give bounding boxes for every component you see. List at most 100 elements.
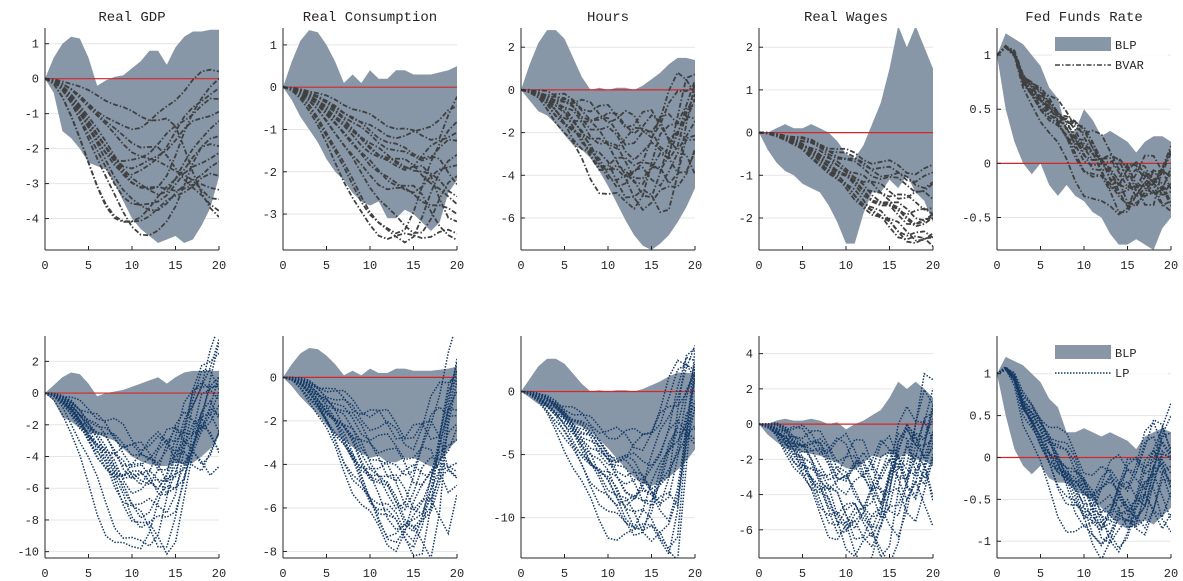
bvar-line: [283, 86, 457, 141]
x-tick-label: 5: [561, 567, 568, 581]
lp-line: [283, 376, 457, 478]
y-tick-label: -3: [25, 178, 39, 192]
lp-line: [521, 390, 695, 491]
y-tick-label: 0: [508, 386, 515, 400]
lp-line: [997, 368, 1171, 509]
x-tick-label: 15: [168, 567, 182, 581]
lp-line: [283, 374, 457, 451]
x-tick-label: 20: [450, 259, 464, 273]
lp-line: [45, 392, 219, 550]
lp-line: [45, 339, 219, 491]
x-tick-label: 10: [363, 567, 377, 581]
legend: BLP LP: [1052, 342, 1168, 384]
y-tick-label: 0: [746, 127, 753, 141]
y-tick-label: -2: [501, 127, 515, 141]
y-tick-label: 1: [270, 39, 277, 53]
lp-line: [759, 411, 933, 480]
y-tick-label: -6: [263, 502, 277, 516]
bvar-line: [283, 86, 457, 235]
bvar-line: [997, 45, 1171, 214]
lp-line: [521, 372, 695, 530]
legend-label: LP: [1115, 367, 1129, 381]
y-tick-label: -1: [977, 535, 991, 549]
y-tick-label: 0: [984, 451, 991, 465]
lp-line: [759, 422, 933, 494]
x-tick-label: 0: [41, 567, 48, 581]
bvar-line: [45, 77, 219, 237]
bvar-line: [997, 44, 1171, 206]
panel-bottom-4: 420-2-4-60 5 10 15 20: [739, 336, 940, 581]
bvar-line: [521, 89, 695, 162]
lp-line: [759, 404, 933, 529]
bvar-line: [759, 131, 933, 194]
y-tick-label: -0.5: [962, 493, 991, 507]
legend-swatch-band: [1055, 345, 1111, 359]
y-tick-label: 0: [746, 418, 753, 432]
x-tick-label: 10: [601, 259, 615, 273]
x-tick-label: 0: [755, 567, 762, 581]
bvar-line: [283, 86, 457, 194]
bvar-line: [283, 86, 457, 234]
x-tick-label: 5: [85, 567, 92, 581]
bvar-line: [521, 89, 695, 169]
lp-line: [283, 376, 457, 494]
bvar-line: [521, 84, 695, 139]
bvar-line: [759, 131, 933, 222]
y-tick-label: -2: [263, 166, 277, 180]
x-tick-label: 0: [993, 259, 1000, 273]
lp-line: [521, 345, 695, 502]
lp-line: [45, 369, 219, 486]
lp-line: [521, 359, 695, 440]
lp-line: [45, 342, 219, 548]
bvar-line: [283, 86, 457, 240]
panel-bottom-1: 20-2-4-6-8-100 5 10 15 20: [17, 336, 226, 581]
y-tick-label: -1: [263, 123, 277, 137]
x-tick-label: 5: [799, 259, 806, 273]
x-tick-label: 10: [125, 567, 139, 581]
y-tick-label: -2: [25, 143, 39, 157]
x-tick-label: 15: [168, 259, 182, 273]
y-tick-label: 0: [32, 387, 39, 401]
legend-label: BLP: [1115, 39, 1137, 53]
confidence-band: [997, 356, 1171, 529]
bvar-line: [283, 86, 457, 198]
legend-swatch-band: [1055, 37, 1111, 51]
legend-label: BLP: [1115, 347, 1137, 361]
bvar-line: [521, 89, 695, 141]
bvar-line: [45, 77, 219, 163]
y-tick-label: 1: [32, 38, 39, 52]
y-tick-label: 2: [508, 41, 515, 55]
x-tick-label: 10: [839, 259, 853, 273]
x-tick-label: 15: [406, 259, 420, 273]
lp-line: [283, 358, 457, 530]
lp-line: [759, 387, 933, 509]
panel-title: Real Wages: [804, 10, 888, 26]
bvar-line: [283, 86, 457, 205]
y-tick-label: -10: [493, 512, 515, 526]
y-tick-label: 0: [984, 157, 991, 171]
x-tick-label: 20: [688, 259, 702, 273]
y-tick-label: -2: [739, 212, 753, 226]
confidence-band: [759, 381, 933, 470]
bvar-line: [45, 77, 219, 218]
y-tick-label: -4: [263, 458, 277, 472]
bvar-line: [997, 45, 1171, 208]
lp-line: [283, 368, 457, 558]
x-tick-label: 5: [561, 259, 568, 273]
panel-title: Real Consumption: [303, 10, 437, 26]
lp-line: [997, 366, 1171, 529]
x-tick-label: 20: [212, 259, 226, 273]
y-tick-label: -4: [501, 169, 515, 183]
lp-line: [521, 356, 695, 508]
confidence-band: [45, 370, 219, 466]
y-tick-label: 0: [508, 84, 515, 98]
bvar-line: [997, 46, 1171, 203]
bvar-line: [45, 77, 219, 191]
lp-line: [521, 390, 695, 542]
y-tick-label: -2: [25, 419, 39, 433]
lp-line: [521, 365, 695, 550]
y-tick-label: 0: [32, 73, 39, 87]
